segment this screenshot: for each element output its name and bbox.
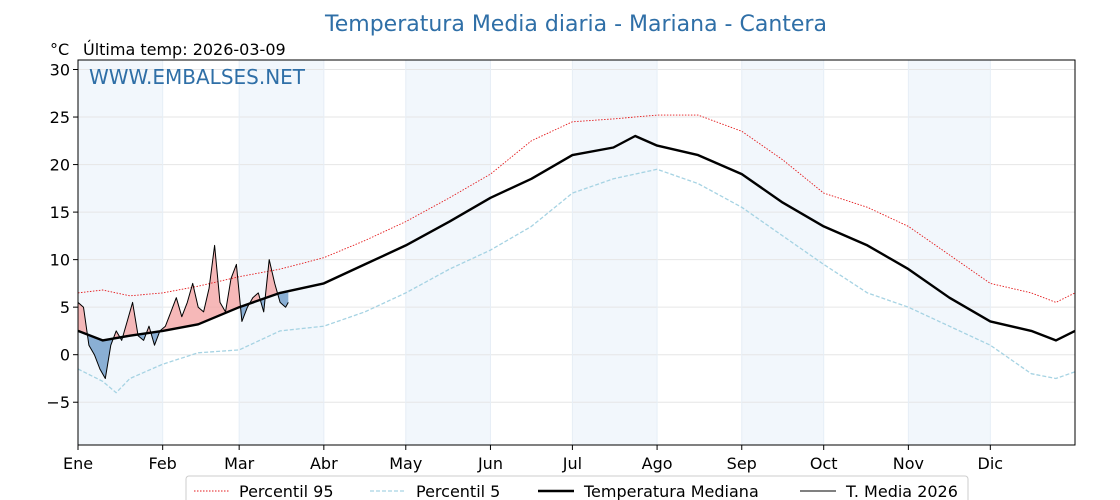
month-band-jul <box>572 60 658 445</box>
warm-anomaly-fill <box>78 302 88 336</box>
y-tick-label: 20 <box>50 156 70 175</box>
warm-anomaly-fill <box>265 259 279 298</box>
month-band-mar <box>239 60 324 445</box>
x-axis: Ene Feb Mar Abr May Jun Jul Ago Sep Oct Nov Dic <box>63 445 1003 473</box>
series-line-t-media-2026 <box>78 244 289 379</box>
x-tick-label-jun: Jun <box>477 454 503 473</box>
chart-title: Temperatura Media diaria - Mariana - Can… <box>324 12 827 37</box>
y-tick-label: 0 <box>60 346 70 365</box>
y-axis: 30 25 20 15 10 5 0 −5 <box>46 61 78 412</box>
legend-box <box>185 475 969 500</box>
y-tick-label: 25 <box>50 108 70 127</box>
legend-label: Temperatura Mediana <box>583 482 759 500</box>
cold-anomaly-fill <box>151 330 160 346</box>
month-bands <box>78 60 991 445</box>
x-tick-label-sep: Sep <box>727 454 757 473</box>
y-tick-label: 15 <box>50 203 70 222</box>
x-tick-label-mar: Mar <box>224 454 255 473</box>
last-temp-label: Última temp: 2026-03-09 <box>83 40 286 59</box>
series-lines <box>78 114 1075 394</box>
month-band-ene <box>78 60 163 445</box>
legend-label: T. Media 2026 <box>845 482 958 500</box>
unit-label: °C <box>50 40 69 59</box>
legend-label: Percentil 5 <box>416 482 500 500</box>
cold-anomaly-fill <box>260 292 266 312</box>
warm-anomaly-fill <box>123 302 139 337</box>
warm-anomaly-fill <box>159 245 241 332</box>
x-tick-label-ago: Ago <box>642 454 673 473</box>
series-line-percentil-95 <box>78 114 1075 303</box>
x-tick-label-dic: Dic <box>978 454 1004 473</box>
y-tick-label: 5 <box>60 298 70 317</box>
x-tick-label-oct: Oct <box>810 454 838 473</box>
anomaly-fills <box>78 245 289 379</box>
cold-anomaly-fill <box>278 291 289 308</box>
y-tick-label: −5 <box>46 393 70 412</box>
plot-frame <box>77 59 1076 446</box>
y-tick-label: 10 <box>50 251 70 270</box>
watermark: WWW.EMBALSES.NET <box>89 65 306 89</box>
y-tick-label: 30 <box>50 61 70 80</box>
series-line-temperatura-mediana <box>78 134 1075 342</box>
x-tick-label-nov: Nov <box>893 454 924 473</box>
x-tick-label-abr: Abr <box>310 454 338 473</box>
x-tick-label-jul: Jul <box>562 454 582 473</box>
legend: Percentil 95 Percentil 5 Temperatura Media… <box>185 475 969 500</box>
x-tick-label-may: May <box>389 454 422 473</box>
month-band-sep <box>741 60 824 445</box>
legend-label: Percentil 95 <box>239 482 334 500</box>
month-band-nov <box>908 60 991 445</box>
month-band-may <box>405 60 491 445</box>
x-tick-label-ene: Ene <box>63 454 93 473</box>
x-tick-label-feb: Feb <box>149 454 177 473</box>
warm-anomaly-fill <box>249 292 261 304</box>
